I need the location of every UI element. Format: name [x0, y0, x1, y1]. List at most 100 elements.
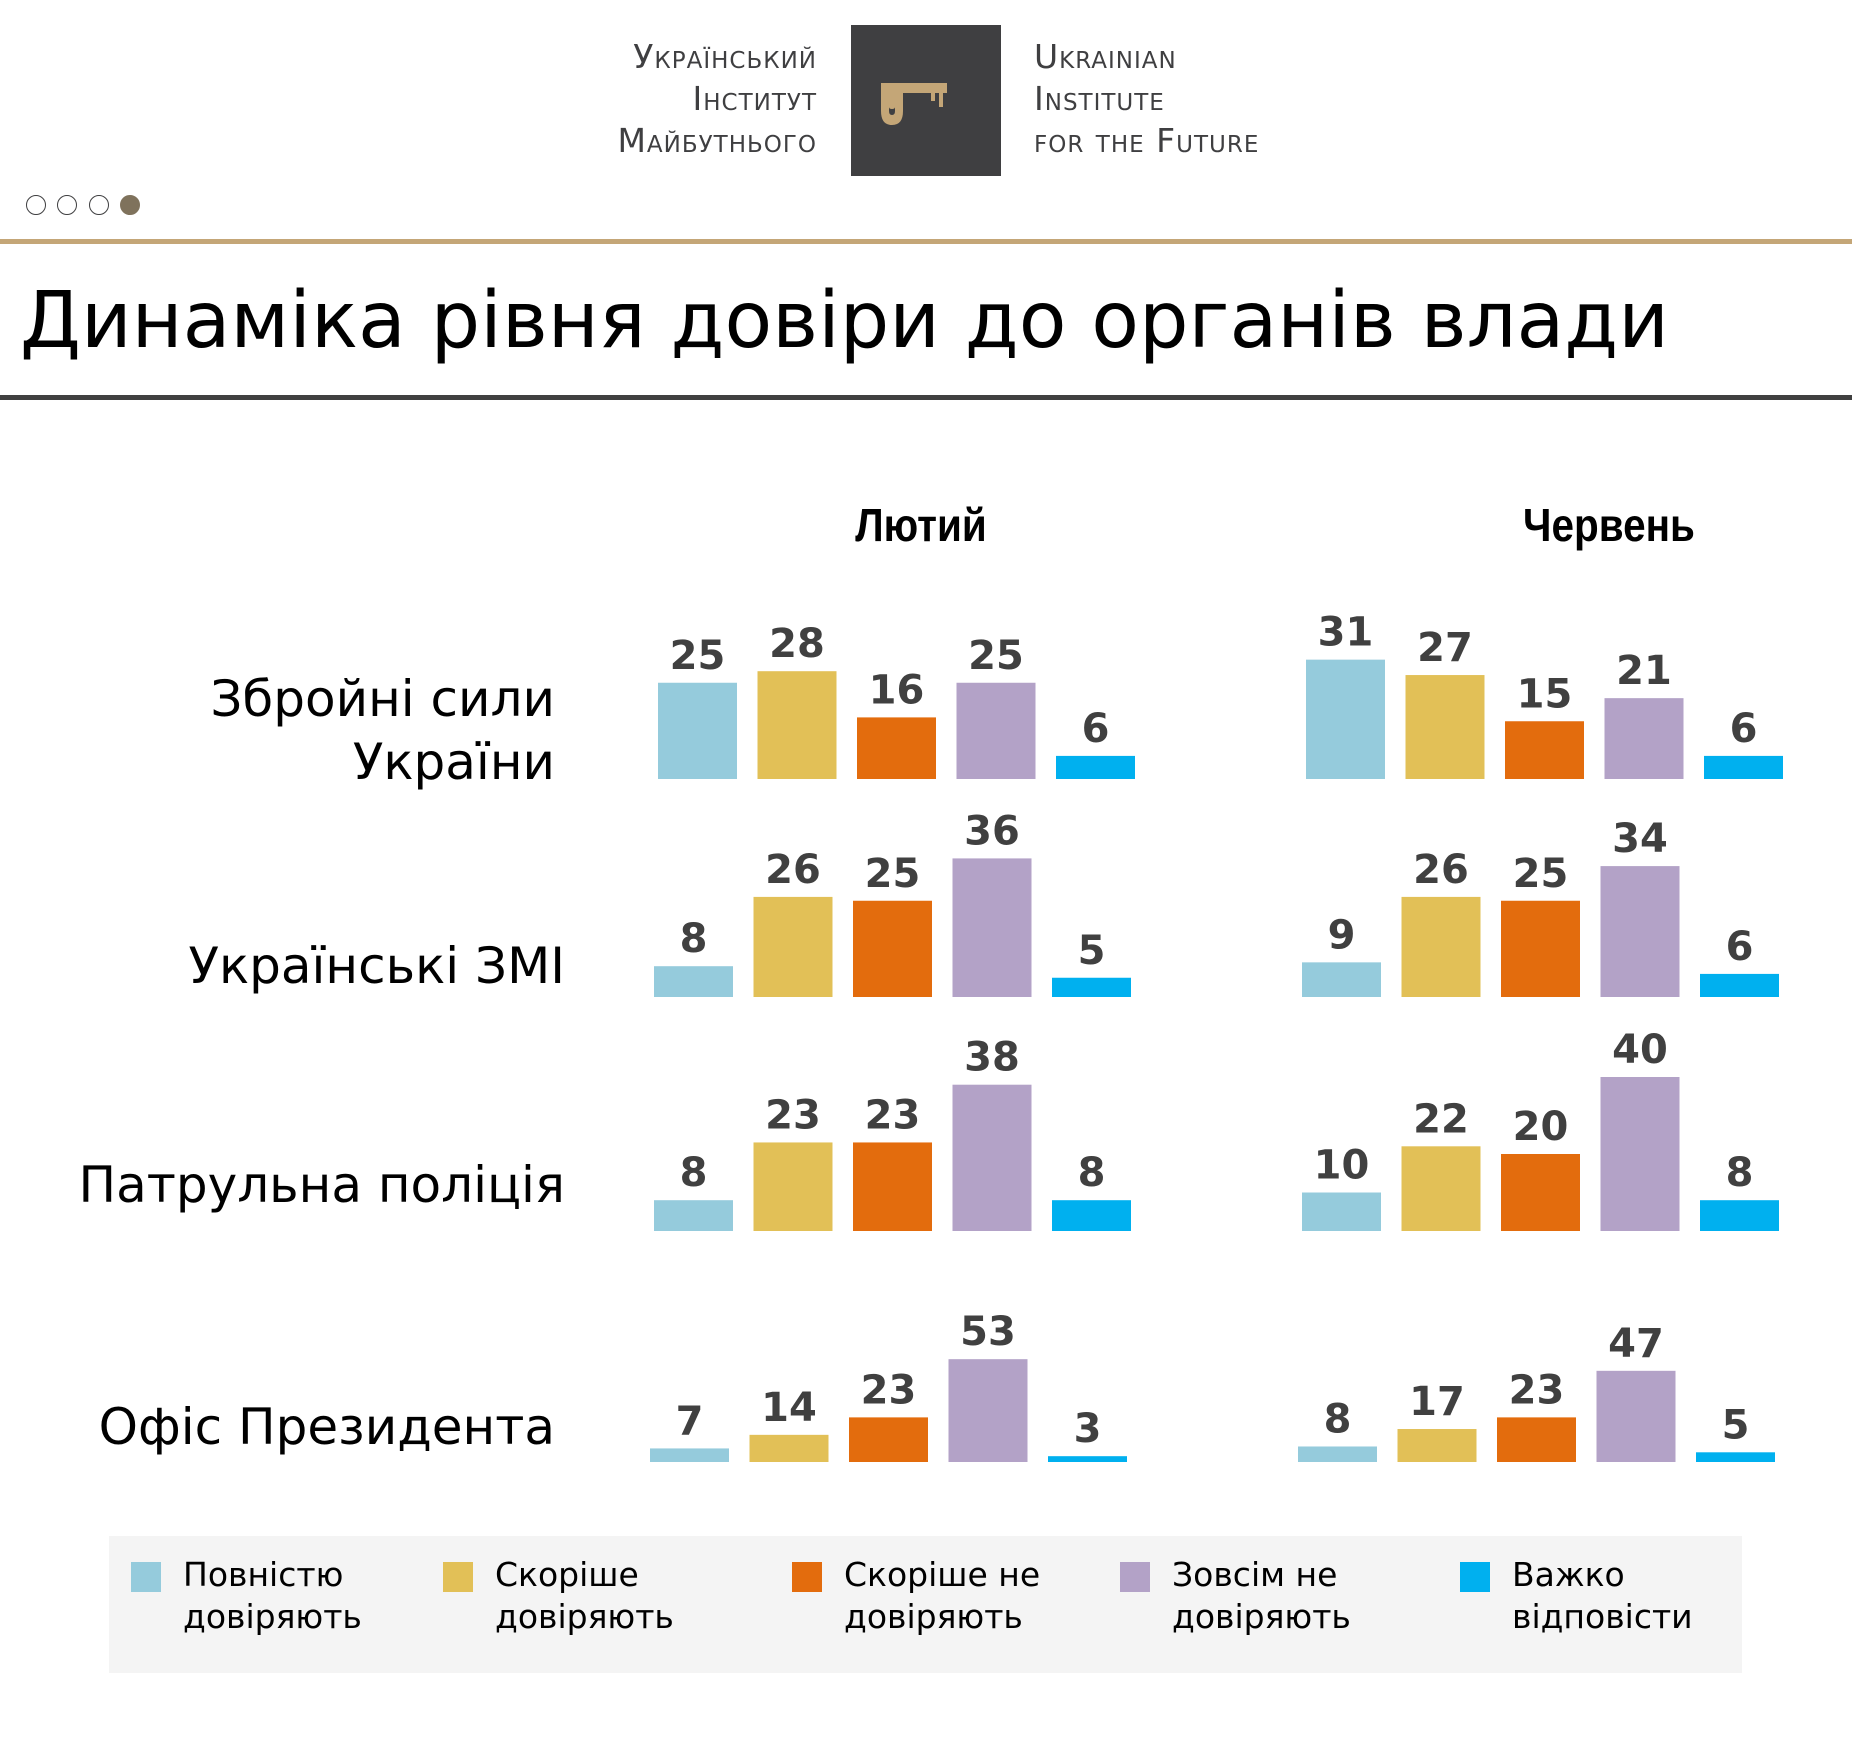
legend-label-rather-trust: Скоріше довіряють	[495, 1554, 674, 1638]
value-label-ukrainian-media-february-rather-distrust: 25	[865, 851, 921, 897]
logo-ua-line-2: Інститут	[692, 79, 817, 118]
row-label-armed-forces-line-2: України	[352, 733, 555, 791]
value-label-patrol-police-june-not-trust-at-all: 40	[1612, 1027, 1668, 1073]
bar-armed-forces-february-fully-trust	[658, 682, 737, 779]
value-label-armed-forces-june-not-trust-at-all: 21	[1616, 648, 1672, 694]
bar-president-office-february-hard-to-say	[1048, 1456, 1127, 1462]
page-dot-1[interactable]	[26, 195, 46, 215]
logo-text-english: Ukrainian Institute for the Future	[1034, 36, 1259, 162]
value-label-ukrainian-media-june-not-trust-at-all: 34	[1612, 816, 1668, 862]
value-label-armed-forces-february-rather-trust: 28	[769, 621, 825, 667]
logo-ua-line-1: Український	[633, 37, 817, 76]
legend-label-line: довіряють	[495, 1597, 674, 1636]
bar-ukrainian-media-february-not-trust-at-all	[952, 858, 1032, 997]
value-label-patrol-police-june-hard-to-say: 8	[1726, 1150, 1754, 1196]
value-label-president-office-february-rather-trust: 14	[761, 1385, 817, 1431]
bar-patrol-police-june-rather-trust	[1401, 1146, 1481, 1231]
bar-ukrainian-media-february-hard-to-say	[1052, 977, 1131, 997]
legend-swatch-not-trust-at-all	[1120, 1562, 1150, 1592]
bar-president-office-february-fully-trust	[650, 1448, 729, 1462]
legend-swatch-rather-distrust	[792, 1562, 822, 1592]
bar-president-office-june-rather-trust	[1397, 1429, 1477, 1462]
bar-ukrainian-media-february-fully-trust	[654, 966, 733, 997]
bar-ukrainian-media-february-rather-trust	[753, 896, 833, 997]
group-header-february: Лютий	[855, 499, 987, 551]
value-label-patrol-police-february-hard-to-say: 8	[1078, 1150, 1106, 1196]
value-label-ukrainian-media-february-hard-to-say: 5	[1078, 928, 1106, 974]
value-label-president-office-february-fully-trust: 7	[676, 1398, 704, 1444]
bar-ukrainian-media-june-rather-trust	[1401, 896, 1481, 997]
legend-label-line: Скоріше не	[844, 1555, 1041, 1594]
bar-armed-forces-february-rather-trust	[757, 671, 837, 779]
value-label-armed-forces-june-rather-trust: 27	[1417, 625, 1473, 671]
gold-divider	[0, 239, 1852, 244]
title-divider	[0, 395, 1852, 400]
bar-ukrainian-media-february-rather-distrust	[853, 900, 932, 997]
value-label-patrol-police-june-rather-trust: 22	[1413, 1096, 1469, 1142]
value-label-armed-forces-june-rather-distrust: 15	[1517, 671, 1573, 717]
bar-president-office-june-hard-to-say	[1696, 1452, 1775, 1462]
logo-en-line-1: Ukrainian	[1034, 37, 1177, 76]
bar-armed-forces-june-hard-to-say	[1704, 755, 1783, 779]
legend-swatch-hard-to-say	[1460, 1562, 1490, 1592]
legend-label-line: Скоріше	[495, 1555, 639, 1594]
bar-ukrainian-media-june-hard-to-say	[1700, 973, 1779, 997]
bar-president-office-june-rather-distrust	[1497, 1417, 1576, 1462]
logo-text-ukrainian: Український Інститут Майбутнього	[617, 36, 817, 162]
bar-patrol-police-june-fully-trust	[1302, 1192, 1381, 1231]
value-label-patrol-police-june-fully-trust: 10	[1314, 1143, 1370, 1189]
value-label-armed-forces-february-not-trust-at-all: 25	[968, 633, 1024, 679]
legend-swatch-fully-trust	[131, 1562, 161, 1592]
bar-armed-forces-june-rather-trust	[1405, 675, 1485, 779]
page-title: Динаміка рівня довіри до органів влади	[20, 276, 1669, 366]
bar-armed-forces-february-hard-to-say	[1056, 755, 1135, 779]
value-label-president-office-june-rather-trust: 17	[1409, 1379, 1465, 1425]
value-label-ukrainian-media-february-not-trust-at-all: 36	[964, 808, 1020, 854]
bar-president-office-june-fully-trust	[1298, 1446, 1377, 1462]
bar-patrol-police-february-rather-trust	[753, 1142, 833, 1231]
value-label-patrol-police-june-rather-distrust: 20	[1513, 1104, 1569, 1150]
legend-label-line: довіряють	[1172, 1597, 1351, 1636]
bar-ukrainian-media-june-fully-trust	[1302, 962, 1381, 997]
value-label-ukrainian-media-february-rather-trust: 26	[765, 847, 821, 893]
legend-label-fully-trust: Повністю довіряють	[183, 1554, 362, 1638]
bar-patrol-police-june-hard-to-say	[1700, 1200, 1779, 1231]
bar-armed-forces-february-rather-distrust	[857, 717, 936, 779]
row-label-patrol-police: Патрульна поліція	[78, 1156, 565, 1214]
bar-chart: 25 28 16 25 6 31 27 15 21 6 8 26 25 36 5 9 26 25 34 6 8 23 23 3…	[650, 610, 1783, 1462]
value-label-armed-forces-february-rather-distrust: 16	[869, 667, 925, 713]
page-dot-4-active[interactable]	[120, 195, 140, 215]
bar-patrol-police-february-not-trust-at-all	[952, 1084, 1032, 1231]
bar-president-office-february-not-trust-at-all	[948, 1359, 1028, 1462]
key-icon	[881, 83, 947, 125]
bar-ukrainian-media-june-rather-distrust	[1501, 900, 1580, 997]
group-header-june: Червень	[1523, 499, 1695, 551]
value-label-president-office-february-not-trust-at-all: 53	[960, 1309, 1016, 1355]
page-dot-2[interactable]	[57, 195, 77, 215]
value-label-armed-forces-february-hard-to-say: 6	[1082, 706, 1110, 752]
logo-mark	[851, 25, 1001, 176]
logo-ua-line-3: Майбутнього	[617, 121, 817, 160]
value-label-armed-forces-june-fully-trust: 31	[1318, 610, 1374, 656]
legend-label-line: Зовсім не	[1172, 1555, 1338, 1594]
bar-patrol-police-june-not-trust-at-all	[1600, 1077, 1680, 1231]
value-label-armed-forces-june-hard-to-say: 6	[1730, 706, 1758, 752]
value-label-patrol-police-february-not-trust-at-all: 38	[964, 1035, 1020, 1081]
legend-label-hard-to-say: Важко відповісти	[1512, 1554, 1693, 1638]
value-label-patrol-police-february-rather-distrust: 23	[865, 1092, 921, 1138]
value-label-president-office-june-rather-distrust: 23	[1509, 1367, 1565, 1413]
bar-ukrainian-media-june-not-trust-at-all	[1600, 866, 1680, 997]
value-label-ukrainian-media-june-hard-to-say: 6	[1726, 924, 1754, 970]
value-label-ukrainian-media-june-rather-trust: 26	[1413, 847, 1469, 893]
value-label-patrol-police-february-fully-trust: 8	[680, 1150, 708, 1196]
bar-patrol-police-june-rather-distrust	[1501, 1154, 1580, 1231]
logo-en-line-3: for the Future	[1034, 121, 1260, 160]
bar-patrol-police-february-rather-distrust	[853, 1142, 932, 1231]
value-label-armed-forces-february-fully-trust: 25	[670, 633, 726, 679]
page-dot-3[interactable]	[89, 195, 109, 215]
row-label-armed-forces: Збройні сили України	[210, 668, 555, 794]
legend-label-line: довіряють	[183, 1597, 362, 1636]
bar-president-office-february-rather-trust	[749, 1434, 829, 1462]
bar-armed-forces-june-rather-distrust	[1505, 721, 1584, 779]
bar-armed-forces-february-not-trust-at-all	[956, 682, 1036, 779]
